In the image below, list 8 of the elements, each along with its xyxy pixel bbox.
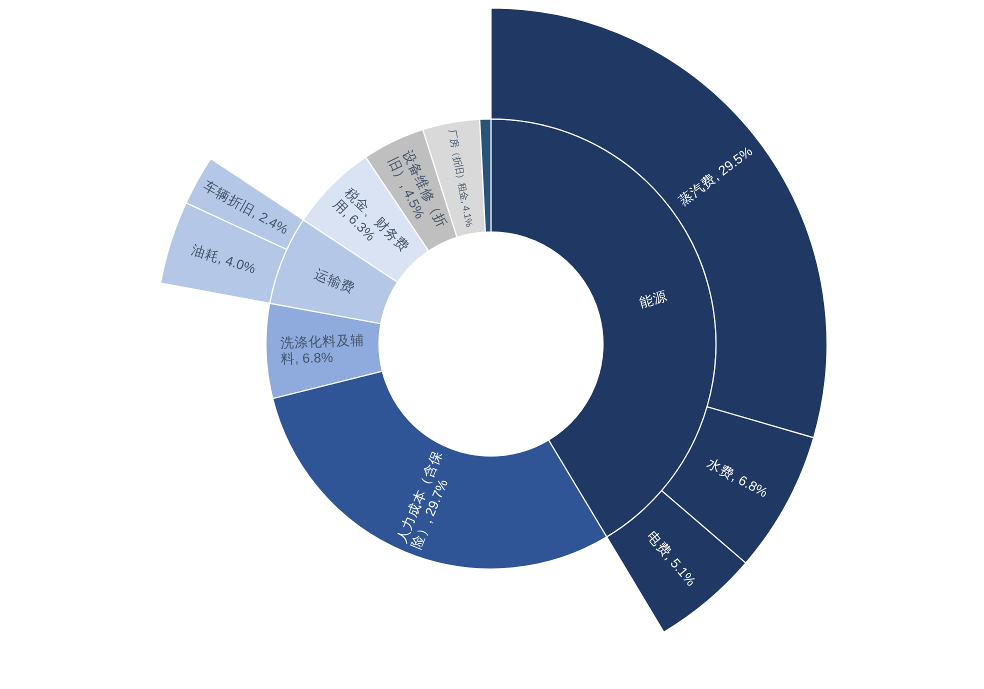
slice-label: 车辆折旧, 2.4% [201, 178, 291, 238]
slice-label: 油耗, 4.0% [190, 242, 258, 277]
slice-label: 洗涤化料及辅料, 6.8% [280, 332, 365, 367]
slice-label: 水费, 6.8% [704, 456, 770, 500]
slice-label: 能源 [638, 288, 669, 310]
slice-label: 人力成本（含保险）, 29.7% [394, 448, 451, 552]
slice-label: 运输费 [312, 266, 357, 296]
slice-label: 厂房（折旧）租金, 4.1% [446, 128, 476, 228]
